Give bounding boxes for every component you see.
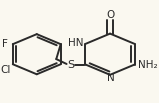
Text: N: N [107,73,115,83]
Text: Cl: Cl [0,65,10,75]
Text: S: S [67,60,74,70]
Text: NH₂: NH₂ [138,60,158,70]
Text: F: F [2,39,7,49]
Text: O: O [106,10,114,20]
Text: HN: HN [68,38,84,48]
